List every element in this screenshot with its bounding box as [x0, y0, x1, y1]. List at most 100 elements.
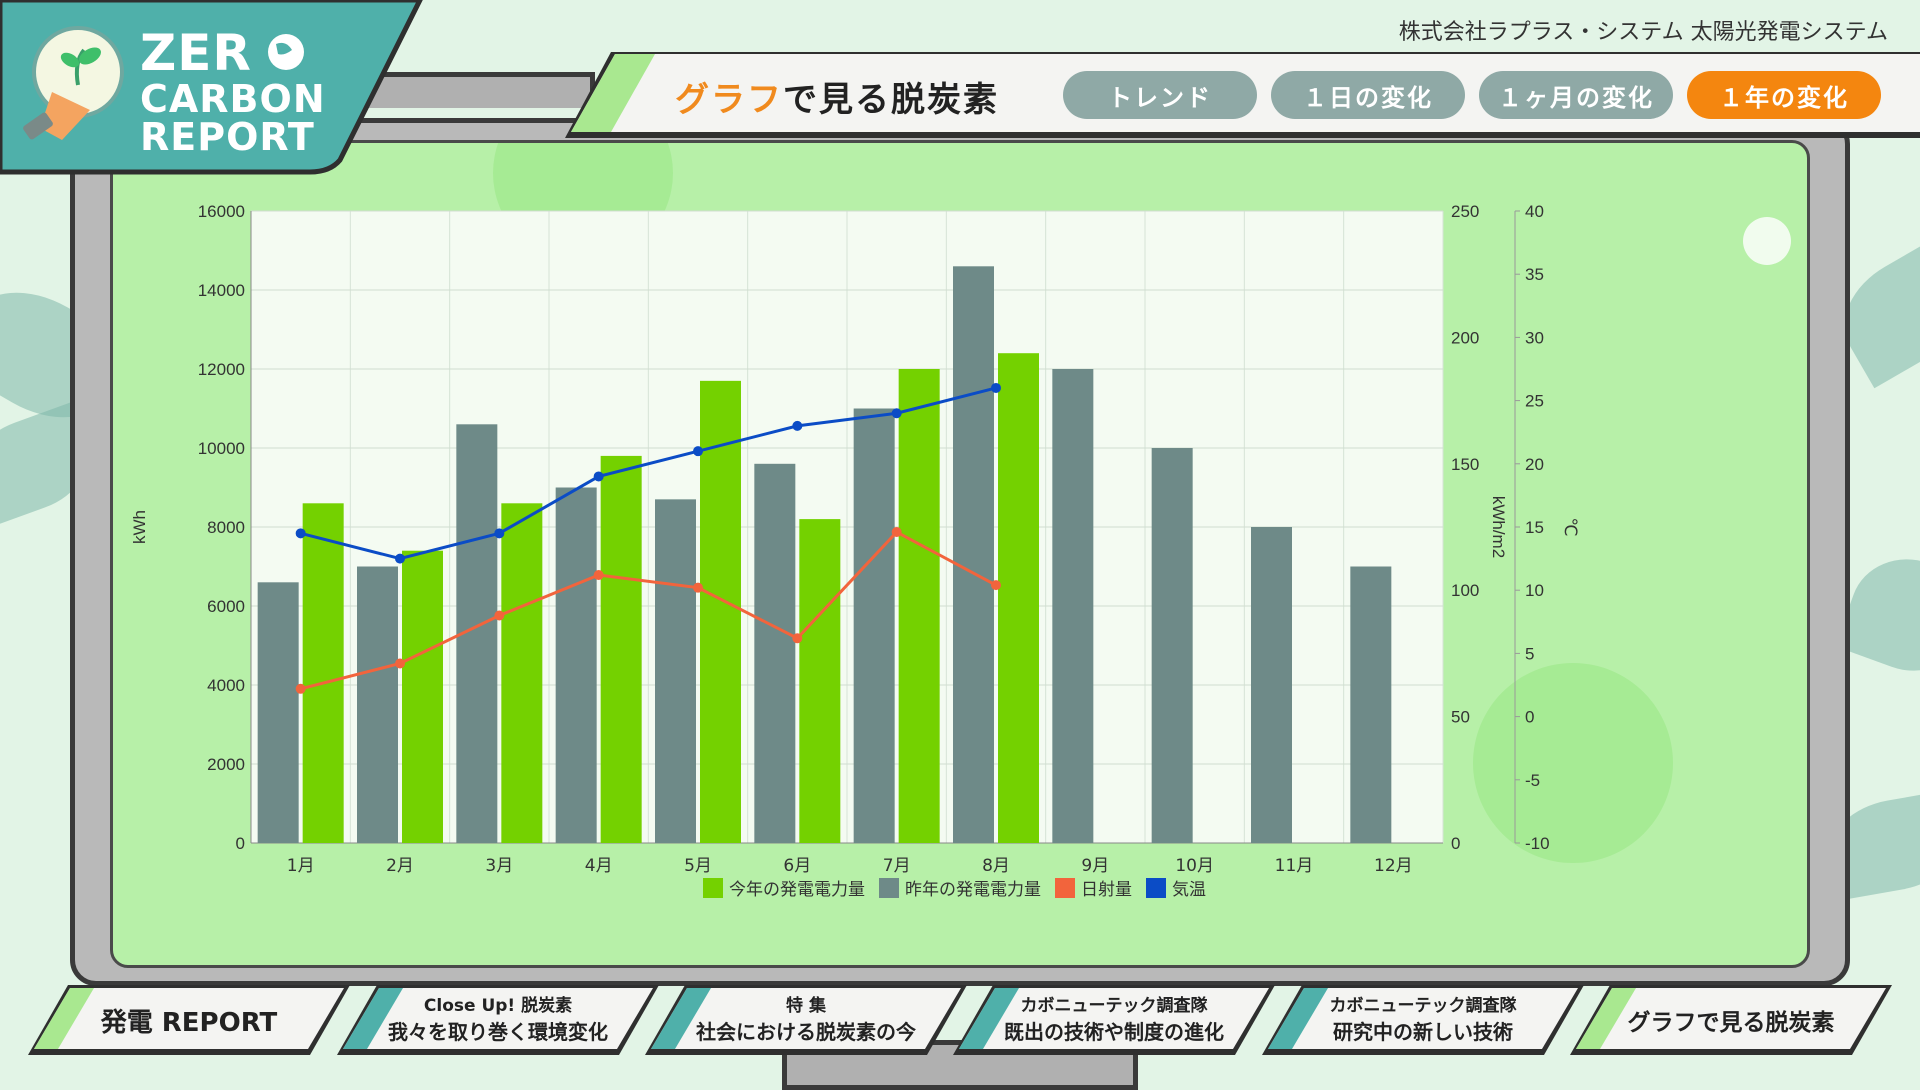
- nav-label-top: カボニューテック調査隊: [1329, 996, 1517, 1016]
- temperature-point: [991, 382, 1001, 393]
- nav-graph[interactable]: グラフで見る脱炭素: [1570, 985, 1892, 1055]
- bar-last-year: [257, 582, 299, 843]
- page-title-accent: グラフ: [675, 80, 783, 120]
- x-tick-label: 7月: [883, 856, 911, 876]
- bar-last-year: [853, 408, 895, 843]
- temperature-point: [693, 446, 703, 457]
- y3-tick-label: -10: [1525, 834, 1550, 853]
- logo-title: ZER: [140, 24, 252, 82]
- irradiance-point: [693, 582, 703, 593]
- tab-trend[interactable]: トレンド: [1063, 71, 1257, 119]
- page-title-text: で見る脱炭素: [783, 80, 999, 120]
- irradiance-line: [300, 530, 997, 691]
- decor-circle: [1473, 663, 1673, 863]
- temperature-point: [891, 408, 902, 419]
- x-tick-label: 9月: [1081, 856, 1109, 876]
- bar-last-year: [357, 566, 398, 843]
- bar-last-year: [754, 463, 796, 843]
- bar-this-year: [700, 380, 741, 843]
- y-tick-label: 4000: [207, 676, 245, 695]
- irradiance-point: [891, 527, 902, 538]
- chart-screen: 0 2000 4000 6000 8000 10000 12000 14000 16000 0 50…: [110, 140, 1810, 968]
- nav-power-report[interactable]: 発電 REPORT: [28, 985, 350, 1055]
- nav-label-main: 既出の技術や制度の進化: [1004, 1020, 1224, 1044]
- nav-label-top: Close Up! 脱炭素: [423, 996, 573, 1016]
- legend-swatch: [1055, 878, 1075, 898]
- bar-this-year: [501, 503, 543, 843]
- bar-this-year: [998, 353, 1039, 843]
- nav-existing-tech[interactable]: カボニューテック調査隊 既出の技術や制度の進化: [953, 985, 1275, 1055]
- nav-feature[interactable]: 特 集社会における脱炭素の今: [645, 985, 967, 1055]
- yearly-generation-chart: 0200040006000800010000120001400016000050…: [130, 202, 1580, 900]
- irradiance-point: [395, 658, 405, 669]
- y2-tick-label: 200: [1451, 328, 1479, 347]
- irradiance-point: [295, 683, 306, 694]
- x-tick-label: 11月: [1275, 856, 1314, 876]
- y3-tick-label: 5: [1525, 644, 1534, 663]
- x-tick-label: 8月: [982, 856, 1010, 876]
- page-title: グラフで見る脱炭素: [675, 72, 999, 121]
- x-tick-label: 1月: [287, 856, 315, 876]
- nav-close-up[interactable]: Close Up! 脱炭素我々を取り巻く環境変化: [337, 985, 659, 1055]
- logo-subtitle: REPORT: [140, 115, 315, 159]
- bar-this-year: [799, 519, 841, 843]
- legend-swatch: [703, 878, 723, 898]
- legend-swatch: [1146, 878, 1166, 898]
- y3-tick-label: 0: [1525, 708, 1534, 727]
- irradiance-point: [494, 610, 505, 621]
- temperature-point: [395, 553, 405, 564]
- bar-last-year: [655, 499, 696, 843]
- y-tick-label: 14000: [198, 281, 245, 300]
- legend-label: 日射量: [1081, 880, 1132, 900]
- y3-tick-label: 30: [1525, 328, 1544, 347]
- bar-last-year: [953, 266, 994, 843]
- x-tick-label: 12月: [1374, 856, 1413, 876]
- temperature-point: [593, 471, 604, 482]
- y-tick-label: 6000: [207, 597, 245, 616]
- temperature-point: [295, 528, 306, 539]
- header-bar: グラフで見る脱炭素 トレンド １日の変化 １ヶ月の変化 １年の変化: [565, 52, 1920, 138]
- bar-this-year: [600, 455, 642, 843]
- nav-label-main: 社会における脱炭素の今: [696, 1020, 916, 1044]
- company-name: 株式会社ラプラス・システム 太陽光発電システム: [1398, 20, 1888, 45]
- legend-label: 今年の発電電力量: [729, 880, 865, 900]
- y3-tick-label: 25: [1525, 392, 1544, 411]
- tab-monthly[interactable]: １ヶ月の変化: [1479, 71, 1673, 119]
- temperature-line: [300, 386, 997, 561]
- legend-label: 昨年の発電電力量: [905, 880, 1041, 900]
- nav-label-top: 特 集: [786, 996, 826, 1016]
- irradiance-point: [991, 580, 1001, 591]
- y3-tick-label: 35: [1525, 265, 1544, 284]
- irradiance-point: [593, 570, 604, 581]
- bar-last-year: [1151, 448, 1193, 843]
- x-tick-label: 6月: [783, 856, 811, 876]
- y2-tick-label: 50: [1451, 708, 1470, 727]
- nav-label: 発電 REPORT: [100, 1007, 278, 1038]
- y-tick-label: 16000: [198, 202, 245, 221]
- tab-yearly[interactable]: １年の変化: [1687, 71, 1881, 119]
- bar-last-year: [1052, 369, 1094, 843]
- y2-tick-label: 100: [1451, 581, 1479, 600]
- tab-daily[interactable]: １日の変化: [1271, 71, 1465, 119]
- bar-last-year: [555, 487, 597, 843]
- y-tick-label: 12000: [198, 360, 245, 379]
- bar-last-year: [1251, 527, 1292, 843]
- y3-axis-label: ℃: [1560, 517, 1580, 536]
- nav-label: グラフで見る脱炭素: [1627, 1010, 1835, 1036]
- x-tick-label: 10月: [1175, 856, 1214, 876]
- legend-label: 気温: [1172, 880, 1206, 900]
- nav-label-main: 研究中の新しい技術: [1333, 1020, 1513, 1044]
- y3-tick-label: 10: [1525, 581, 1544, 600]
- bar-this-year: [302, 503, 344, 843]
- temperature-point: [792, 420, 803, 431]
- legend-swatch: [879, 878, 899, 898]
- y2-tick-label: 150: [1451, 455, 1479, 474]
- nav-label-main: 我々を取り巻く環境変化: [388, 1020, 608, 1044]
- x-tick-label: 5月: [684, 856, 712, 876]
- y-axis-label: kWh: [130, 510, 149, 544]
- y2-tick-label: 0: [1451, 834, 1460, 853]
- y3-tick-label: 20: [1525, 455, 1544, 474]
- y-tick-label: 10000: [198, 439, 245, 458]
- y-tick-label: 0: [236, 834, 245, 853]
- nav-new-tech[interactable]: カボニューテック調査隊研究中の新しい技術: [1262, 985, 1584, 1055]
